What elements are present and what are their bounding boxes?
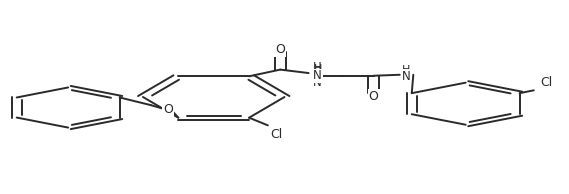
Text: O: O — [163, 103, 173, 116]
Text: Cl: Cl — [541, 76, 553, 89]
Text: O: O — [369, 90, 378, 103]
Text: H: H — [402, 65, 410, 75]
Text: H: H — [314, 64, 322, 74]
Text: Cl: Cl — [271, 128, 283, 141]
Text: N: N — [402, 70, 410, 83]
Text: H
N: H N — [314, 61, 322, 89]
Text: N: N — [314, 69, 322, 82]
Text: O: O — [275, 43, 285, 56]
